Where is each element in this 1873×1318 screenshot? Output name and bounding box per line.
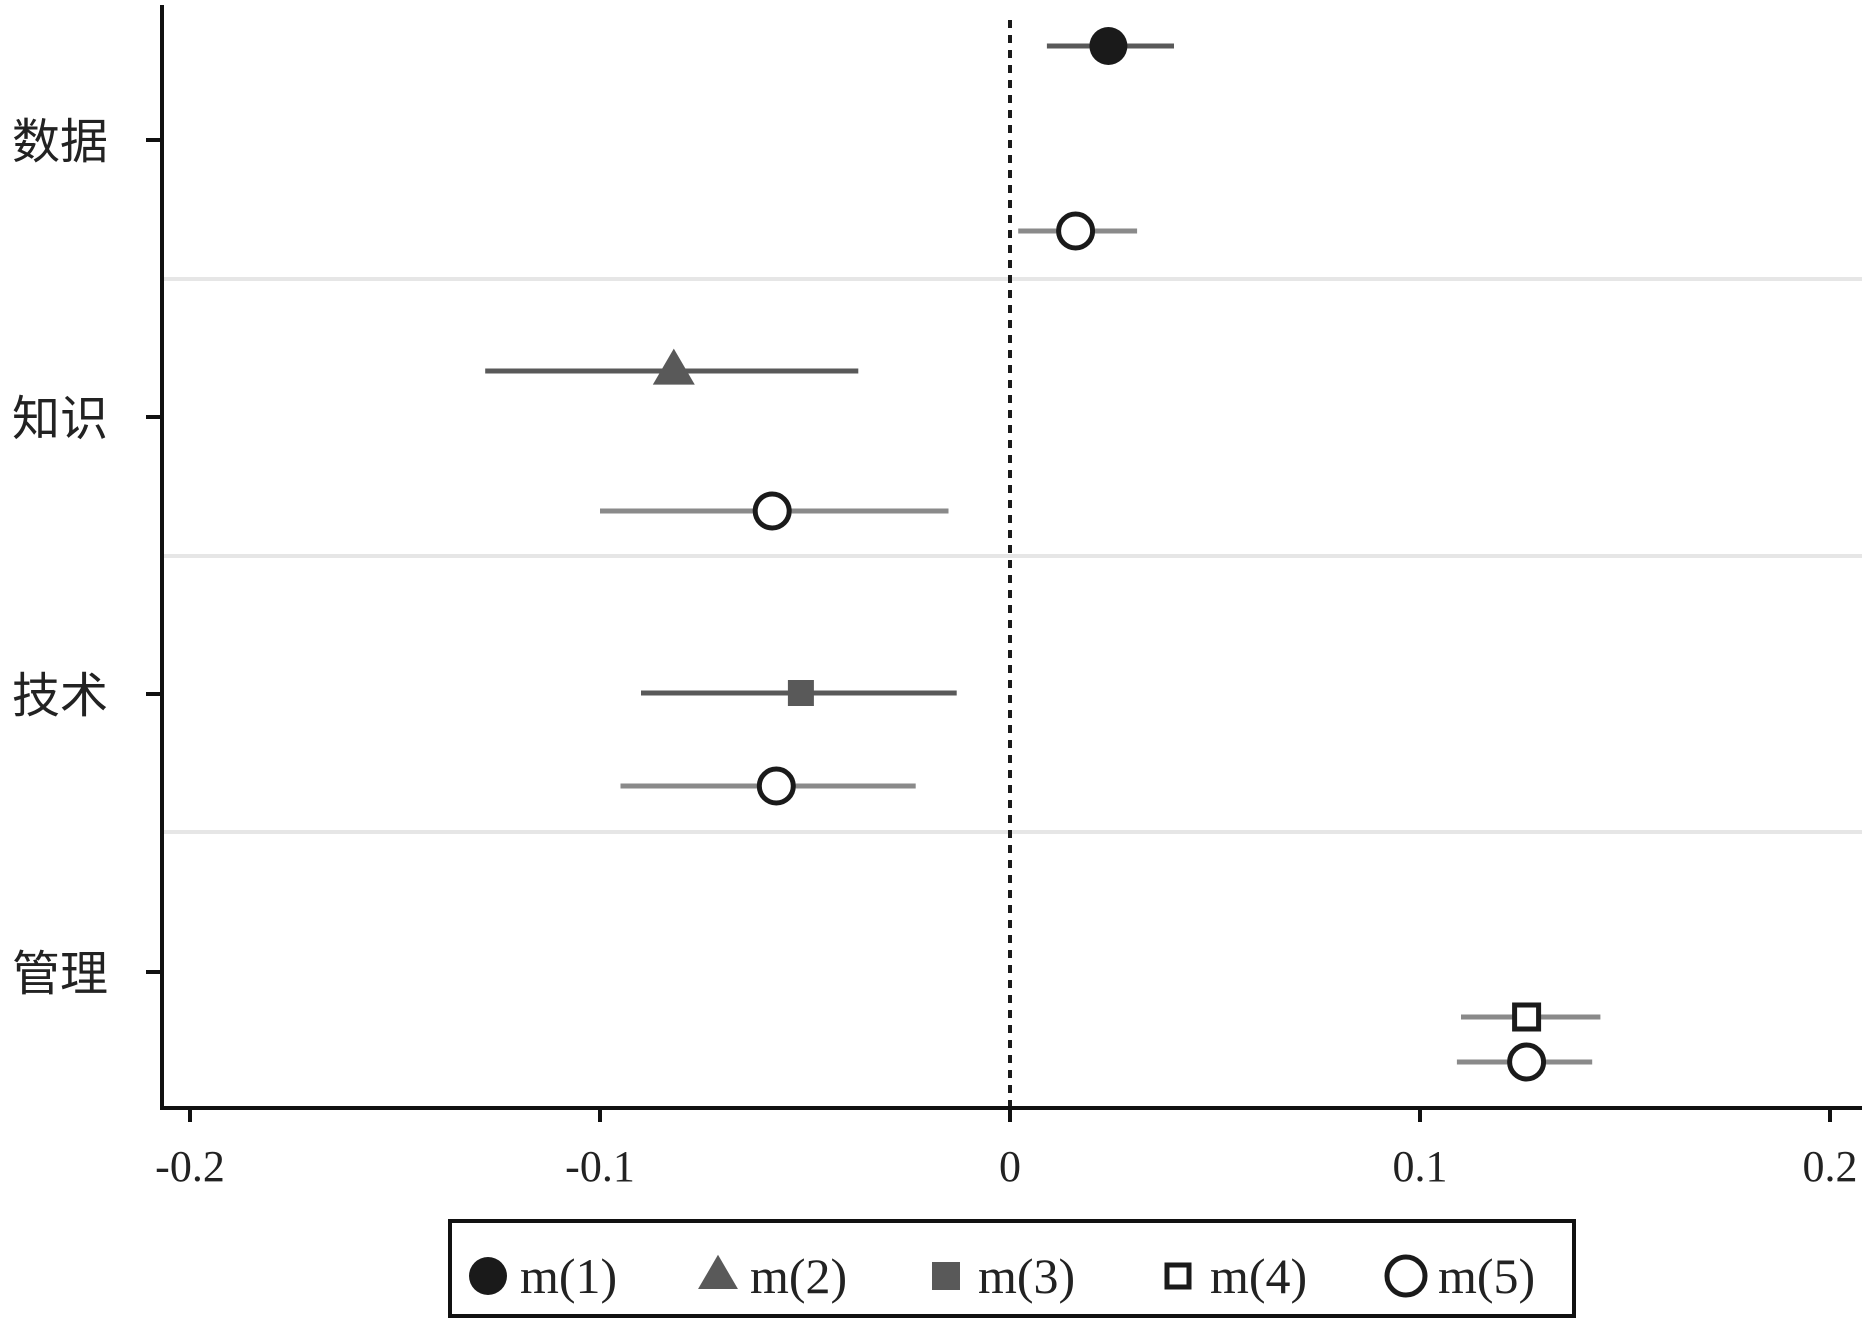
x-tick-label: -0.2 xyxy=(155,1142,225,1191)
category-label: 技术 xyxy=(12,670,108,723)
point-marker xyxy=(787,680,814,706)
legend-marker xyxy=(469,1257,507,1295)
category-label: 管理 xyxy=(12,948,108,1001)
point-marker xyxy=(1507,1042,1547,1082)
point-marker xyxy=(1089,27,1128,65)
legend-marker xyxy=(1164,1262,1192,1290)
x-tick-label: 0.1 xyxy=(1393,1142,1448,1191)
grid-layer xyxy=(162,20,1862,1108)
legend-label: m(3) xyxy=(978,1248,1075,1304)
x-tick-label: 0.2 xyxy=(1803,1142,1858,1191)
legend-label: m(5) xyxy=(1438,1248,1535,1304)
legend-label: m(1) xyxy=(520,1248,617,1304)
point-marker xyxy=(756,766,796,806)
legend-label: m(2) xyxy=(750,1248,847,1304)
x-tick-label: 0 xyxy=(999,1142,1021,1191)
x-tick-label: -0.1 xyxy=(565,1142,635,1191)
point-marker xyxy=(1512,1002,1542,1032)
marks-layer xyxy=(485,27,1601,1082)
category-label: 知识 xyxy=(12,393,108,446)
legend-label: m(4) xyxy=(1210,1248,1307,1304)
legend-marker xyxy=(698,1254,738,1289)
point-marker xyxy=(1056,211,1096,251)
point-marker xyxy=(652,348,695,385)
legend-marker xyxy=(1384,1254,1428,1298)
legend-marker xyxy=(932,1262,960,1290)
legend: m(1) m(2) m(3) m(4) m(5) xyxy=(448,1219,1576,1318)
category-label: 数据 xyxy=(12,116,108,169)
point-marker xyxy=(752,491,792,531)
